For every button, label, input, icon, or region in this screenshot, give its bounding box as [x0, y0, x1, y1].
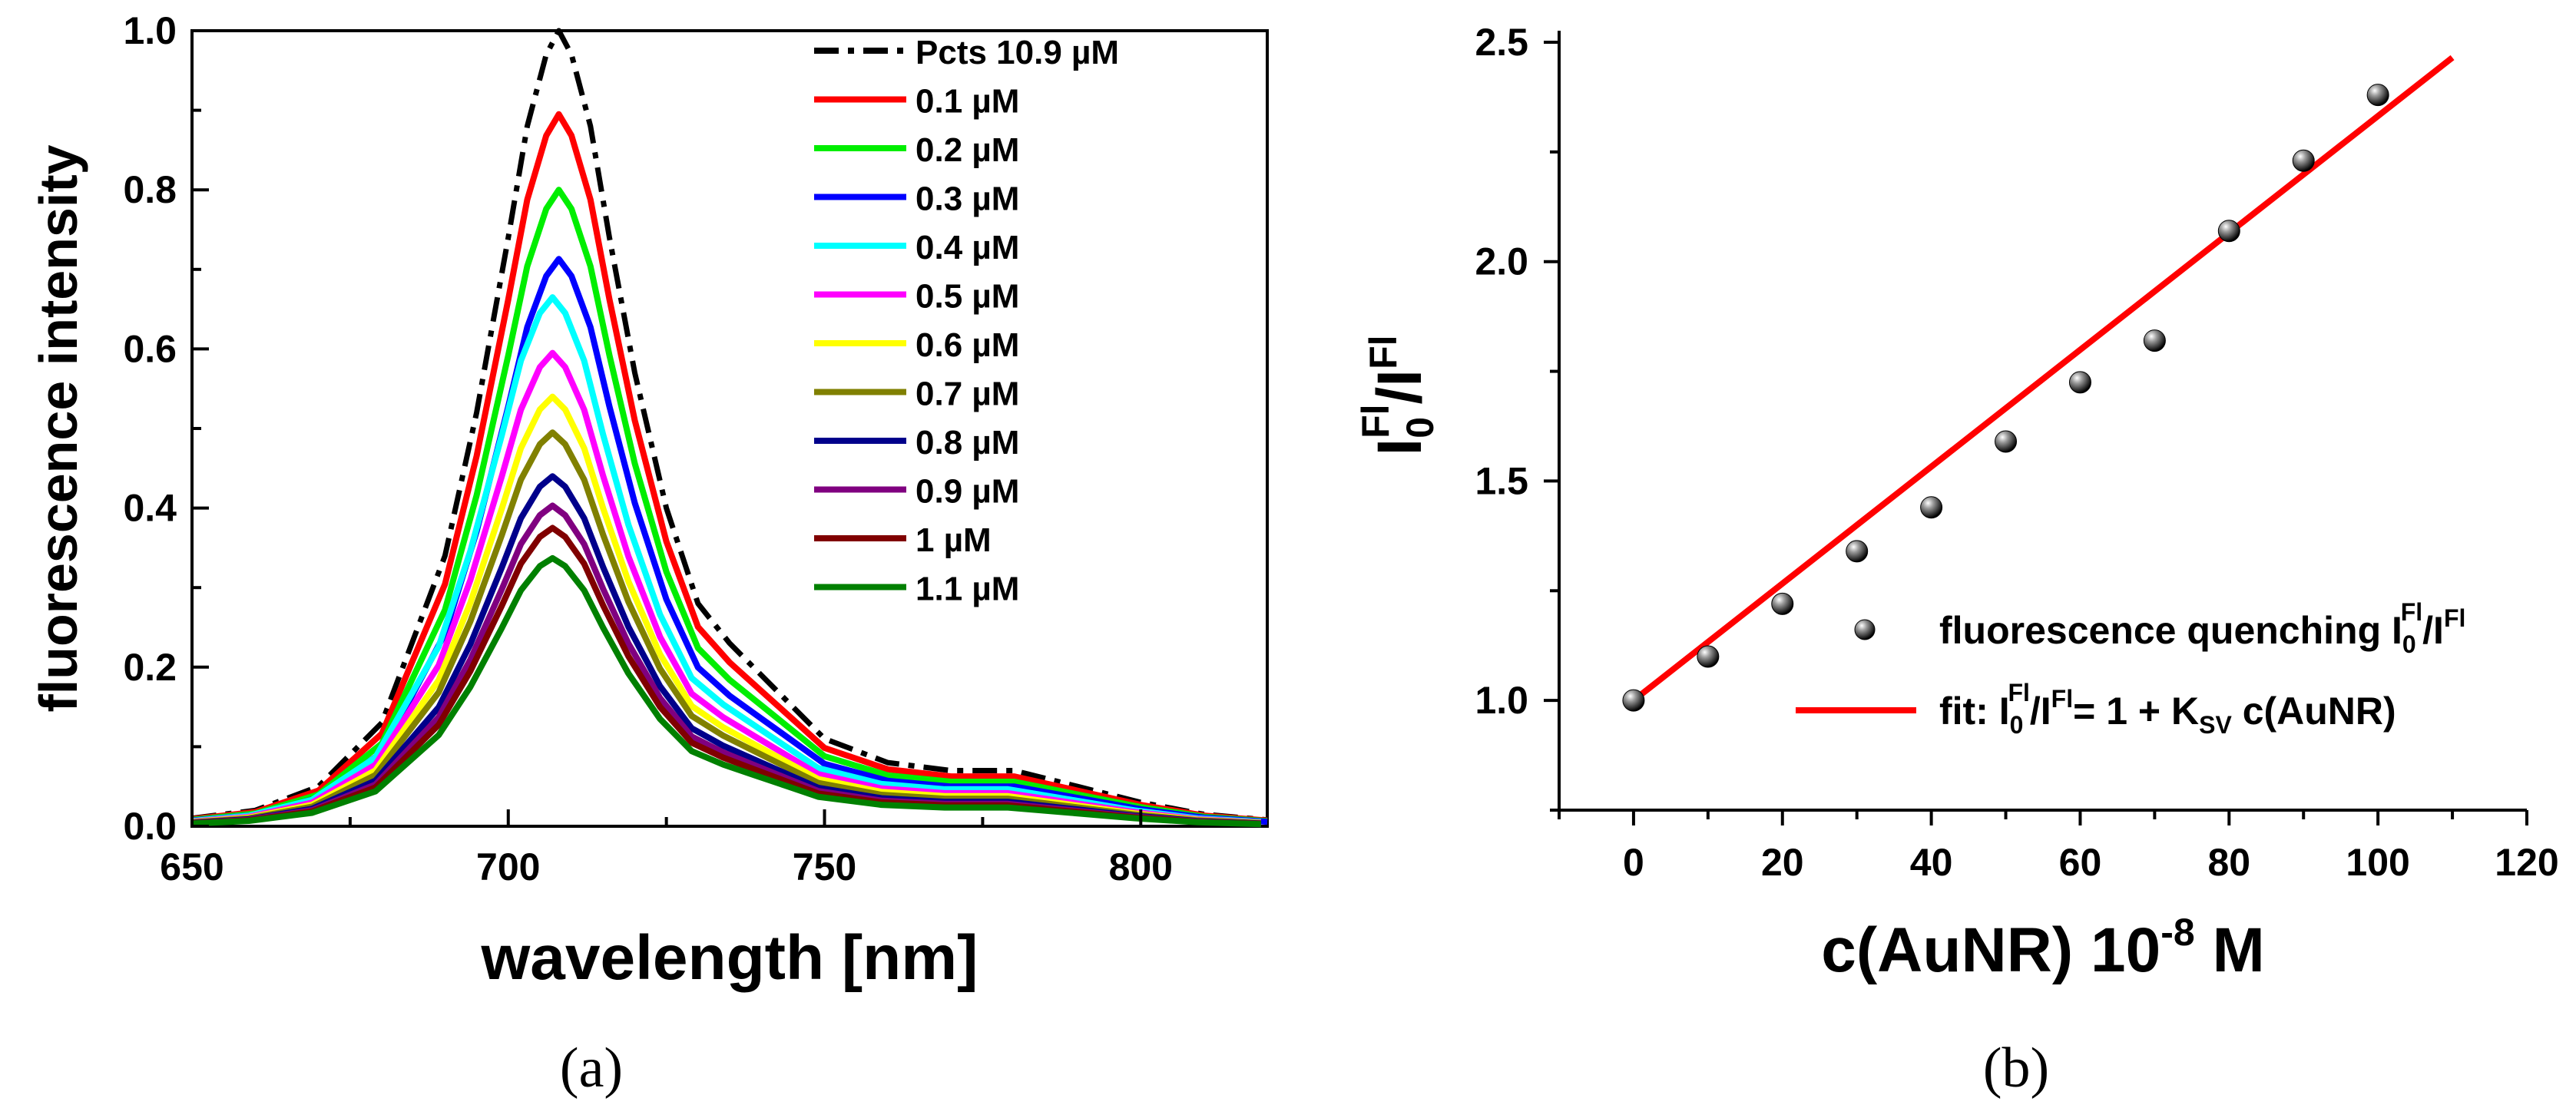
data-point	[2143, 329, 2166, 352]
a-y-tick-label: 0.8	[123, 168, 177, 211]
panel-b-y-axis-label: I0Fl/IFl	[1354, 335, 1442, 455]
panel-b-x-axis-label: c(AuNR) 10-8 M	[1821, 911, 2265, 985]
data-point	[1846, 540, 1869, 563]
data-point	[1771, 592, 1794, 615]
legend-label-4: 0.3 µM	[916, 180, 1019, 218]
legend-label-12: 1.1 µM	[916, 571, 1019, 608]
series-line-3	[191, 187, 1268, 825]
a-y-tick-label: 1.0	[123, 9, 177, 52]
a-y-tick-label: 0.4	[123, 487, 177, 530]
legend-label-fit: fit: I0Fl/IFl= 1 + KSV c(AuNR)	[1939, 679, 2396, 739]
a-y-tick-label: 0.6	[123, 327, 177, 370]
a-y-tick-label: 0.2	[123, 646, 177, 689]
panel-a-curves	[191, 28, 1268, 828]
series-line-1	[191, 28, 1268, 823]
b-y-tick-label: 1.0	[1475, 679, 1528, 722]
panel-a-x-ticks: 650 700 750 800	[160, 809, 1173, 888]
b-y-tick-label: 2.5	[1475, 21, 1528, 64]
data-point	[1697, 645, 1720, 668]
a-x-tick-label: 700	[476, 845, 540, 888]
data-point	[2292, 149, 2315, 172]
panel-a: 650 700 750 800 0.0 0.2 0.4 0.6 0.8 1.0 Pcts 10.…	[28, 9, 1269, 1100]
panel-b-points	[1622, 84, 2389, 712]
legend-label-9: 0.8 µM	[916, 424, 1019, 462]
panel-b: 0 20 40 60 80 100 120 1.0 1.5 2.0 2.5 fluorescenc…	[1354, 21, 2559, 1100]
panel-b-y-ticks: 1.0 1.5 2.0 2.5	[1475, 21, 1559, 812]
b-y-tick-label: 2.0	[1475, 240, 1528, 283]
b-x-tick-label: 40	[1910, 841, 1953, 884]
fit-line	[1631, 55, 2455, 703]
legend-label-2: 0.1 µM	[916, 83, 1019, 121]
b-x-tick-label: 0	[1623, 841, 1644, 884]
series-line-2	[191, 111, 1268, 824]
a-y-tick-label: 0.0	[123, 805, 177, 848]
data-point	[1622, 689, 1645, 712]
a-x-tick-label: 800	[1109, 845, 1173, 888]
legend-label-1: Pcts 10.9 µM	[916, 34, 1119, 71]
legend-label-3: 0.2 µM	[916, 131, 1019, 169]
panel-a-y-axis-label: fluorescence intensity	[28, 144, 88, 712]
b-x-tick-label: 80	[2207, 841, 2250, 884]
legend-label-6: 0.5 µM	[916, 278, 1019, 316]
data-point	[1995, 430, 2018, 453]
panel-b-label: (b)	[1983, 1037, 2049, 1100]
panel-a-x-axis-label: wavelength [nm]	[481, 923, 978, 993]
legend-label-10: 0.9 µM	[916, 473, 1019, 511]
legend-label-7: 0.6 µM	[916, 326, 1019, 364]
panel-a-label: (a)	[560, 1037, 623, 1100]
legend-label-11: 1 µM	[916, 521, 992, 559]
b-x-tick-label: 60	[2059, 841, 2102, 884]
legend-marker-points	[1854, 619, 1876, 640]
panel-b-x-ticks: 0 20 40 60 80 100 120	[1558, 810, 2559, 884]
panel-a-legend: Pcts 10.9 µM 0.1 µM 0.2 µM 0.3 µM 0.4 µM 0.5 …	[814, 34, 1119, 608]
data-point	[1920, 496, 1943, 519]
series-line-5	[191, 294, 1262, 825]
a-x-tick-label: 650	[160, 845, 223, 888]
b-x-tick-label: 20	[1761, 841, 1804, 884]
legend-label-5: 0.4 µM	[916, 229, 1019, 266]
data-point	[2366, 84, 2389, 107]
b-x-tick-label: 120	[2495, 841, 2558, 884]
legend-label-points: fluorescence quenching I0Fl/IFl	[1939, 598, 2465, 658]
data-point	[2068, 371, 2091, 394]
series-line-12	[191, 554, 1261, 828]
a-x-tick-label: 750	[793, 845, 856, 888]
panel-b-fit-line-group	[1631, 55, 2455, 703]
legend-label-8: 0.7 µM	[916, 376, 1019, 413]
b-x-tick-label: 100	[2346, 841, 2409, 884]
panel-a-y-ticks: 0.0 0.2 0.4 0.6 0.8 1.0	[123, 9, 209, 848]
data-point	[2217, 220, 2240, 243]
b-y-tick-label: 1.5	[1475, 459, 1528, 502]
panel-b-legend: fluorescence quenching I0Fl/IFl fit: I0F…	[1796, 598, 2465, 739]
